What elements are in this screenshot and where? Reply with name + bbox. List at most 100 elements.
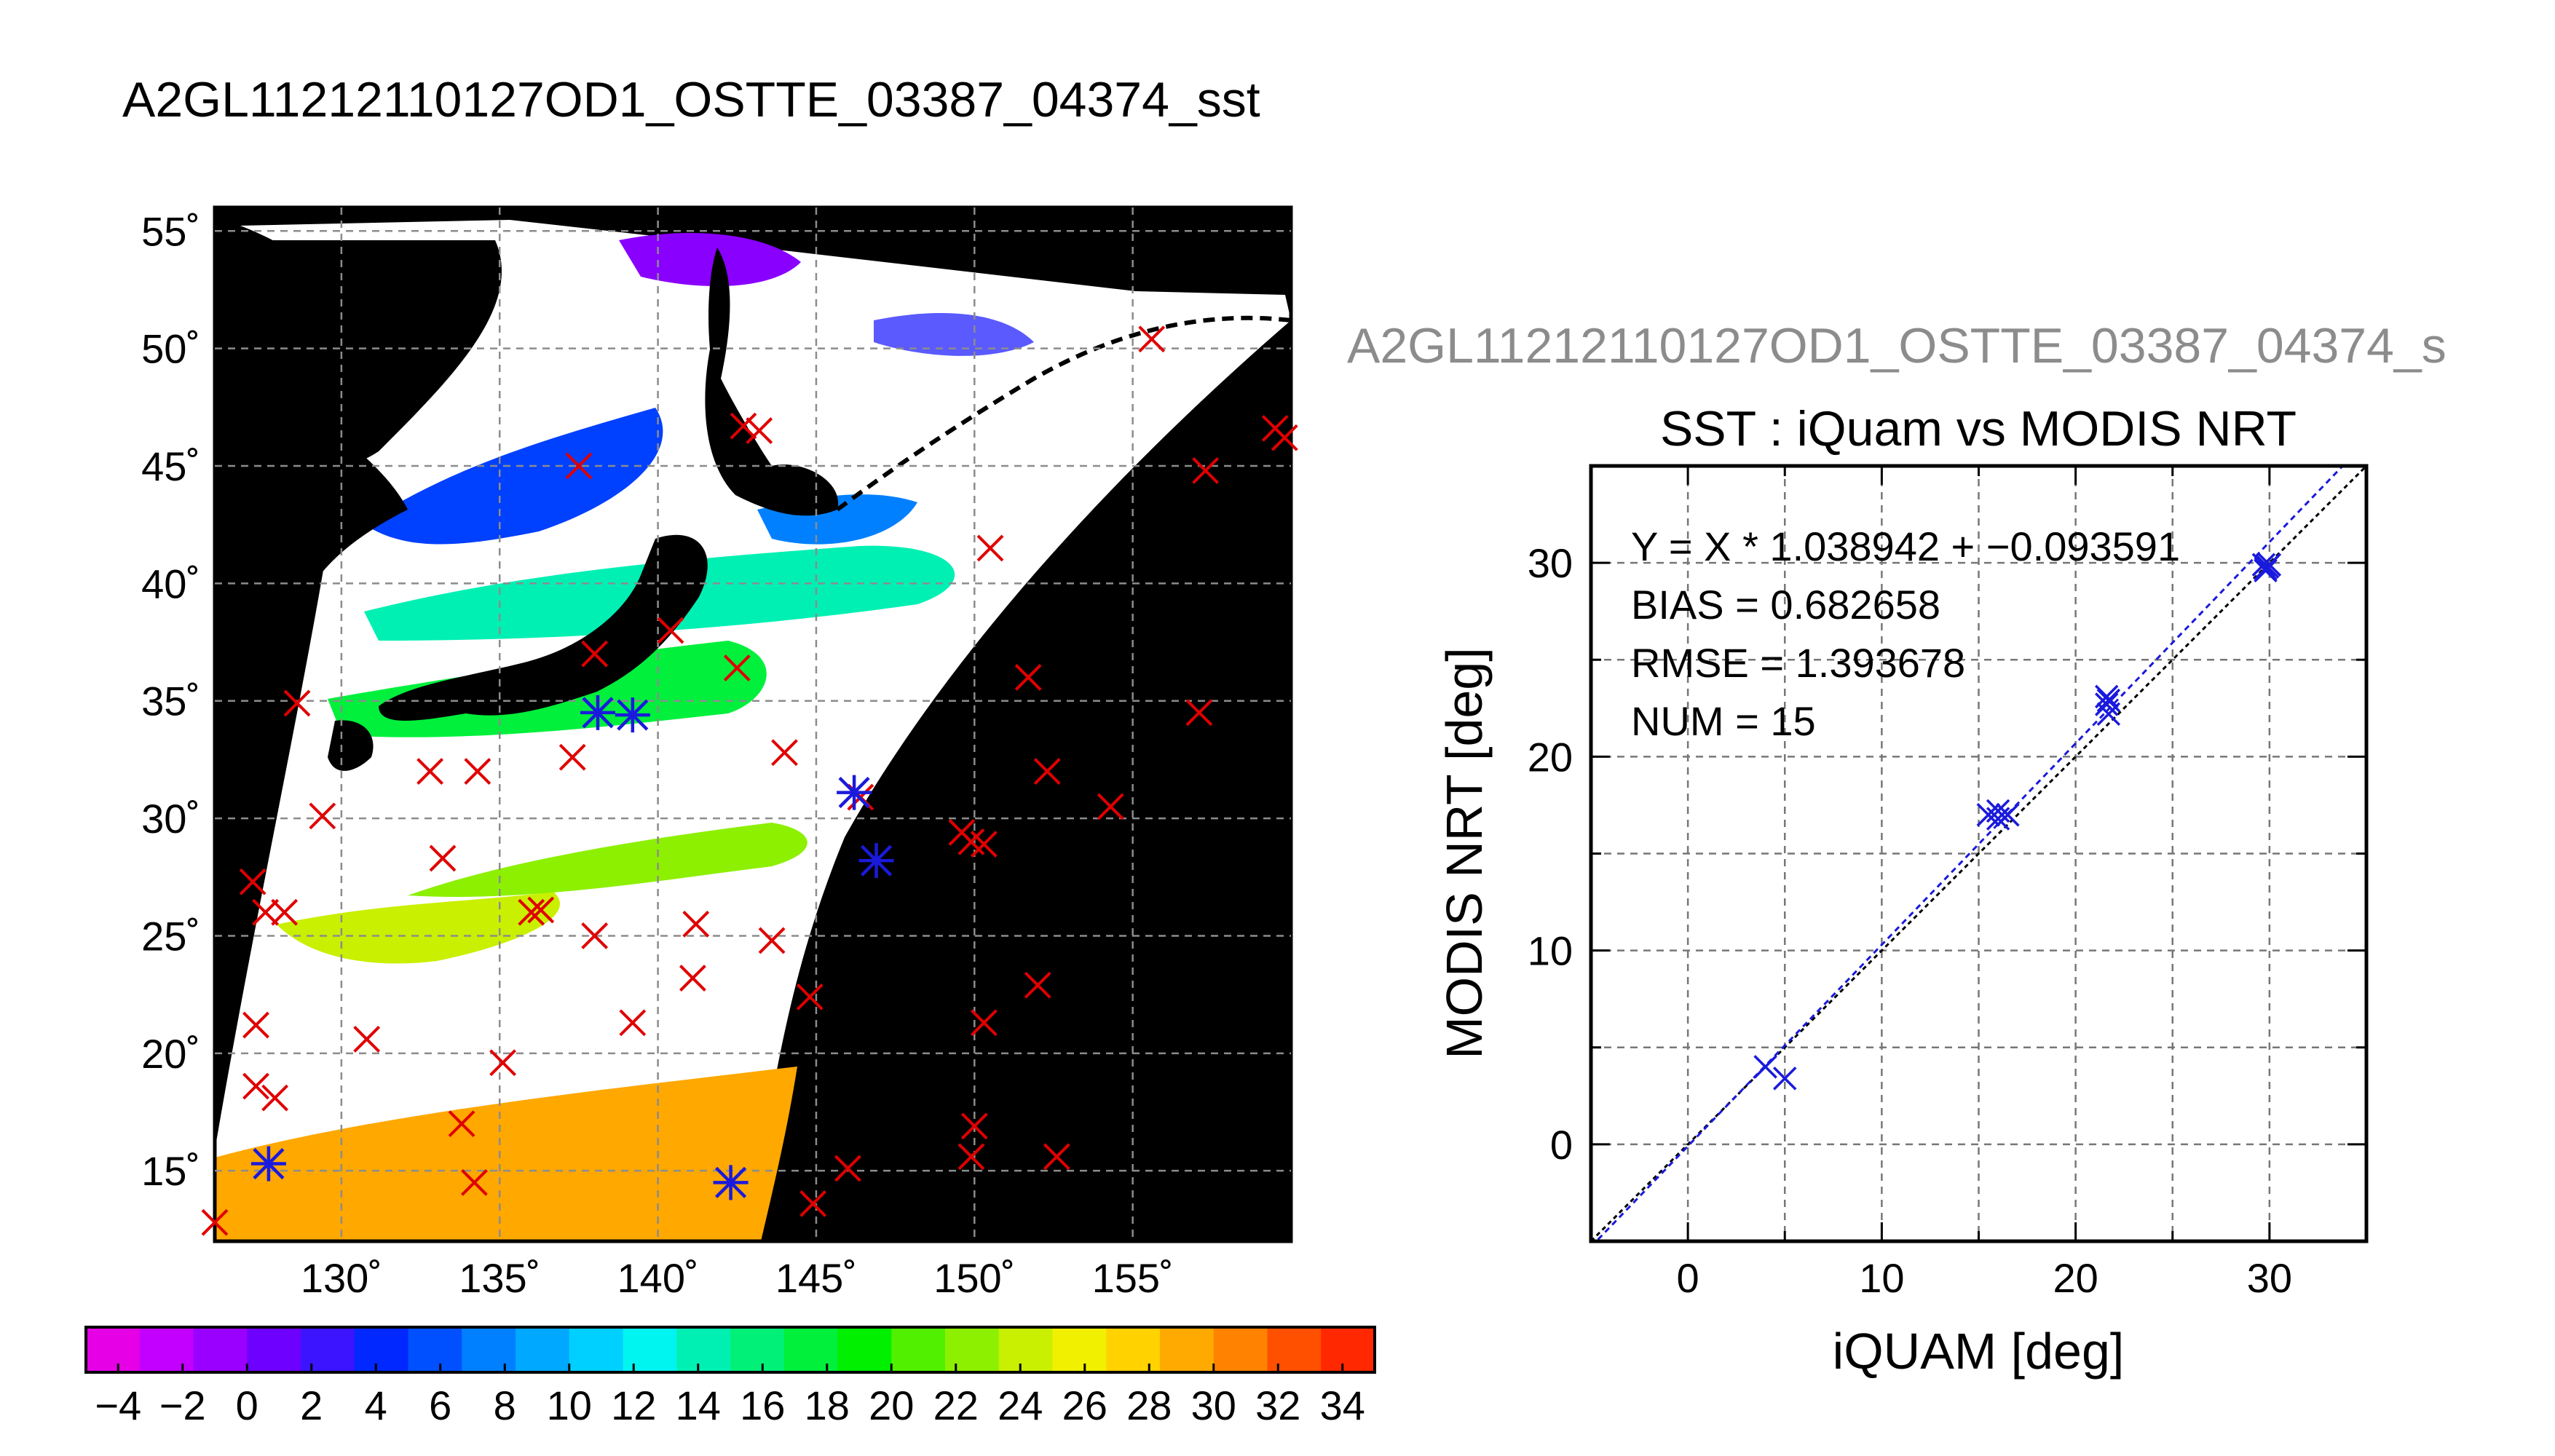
colorbar-tick-label: 6 (429, 1382, 451, 1428)
scatter-x-tick-label: 10 (1859, 1255, 1904, 1301)
colorbar-cell (1267, 1327, 1322, 1372)
colorbar-tick-label: 8 (494, 1382, 516, 1428)
map-station-marker (834, 1155, 861, 1182)
colorbar-tick-label: 26 (1062, 1382, 1107, 1428)
scatter-point (2254, 558, 2278, 583)
map-station-marker (771, 739, 798, 767)
map-station-marker (796, 983, 824, 1010)
map-lat-tick-labels: 55˚ 50˚ 45˚ 40˚ 35˚ 30˚ 25˚ 20˚ 15˚ (141, 208, 200, 1194)
colorbar: −4 −2 0 2 4 6 8 10 12 14 16 18 20 22 24 26 28 30 32 34 (84, 1326, 1376, 1428)
colorbar-cells (86, 1327, 1375, 1372)
map-station-marker (527, 896, 555, 924)
sst-band-warm (215, 1067, 797, 1241)
colorbar-cell (1160, 1327, 1215, 1372)
map-station-marker (970, 1009, 998, 1037)
colorbar-tick-label: 20 (869, 1382, 914, 1428)
colorbar-cell (1213, 1327, 1268, 1372)
map-station-marker (682, 910, 710, 938)
colorbar-cell (1052, 1327, 1107, 1372)
map-station-marker (461, 1168, 488, 1196)
scatter-x-tick-labels: 0 10 20 30 (1677, 1255, 2292, 1301)
colorbar-cell (516, 1327, 570, 1372)
colorbar-tick-label: −2 (159, 1382, 206, 1428)
colorbar-tick-label: 28 (1126, 1382, 1172, 1428)
scatter-x-tick-label: 0 (1677, 1255, 1699, 1301)
honshu (379, 534, 708, 721)
colorbar-cell (301, 1327, 355, 1372)
map-station-marker (960, 1112, 988, 1140)
map-station-marker (957, 1143, 985, 1171)
map-lat-tick-label: 55˚ (141, 208, 200, 254)
colorbar-tick-label: 16 (740, 1382, 785, 1428)
scatter-y-tick-label: 10 (1528, 928, 1573, 974)
colorbar-tick-label: −4 (95, 1382, 141, 1428)
map-lon-tick-label: 135˚ (459, 1255, 540, 1301)
scatter-y-tick-label: 0 (1550, 1122, 1573, 1168)
map-station-marker (518, 898, 545, 926)
colorbar-cell (623, 1327, 677, 1372)
map-station-marker (1192, 457, 1220, 484)
scatter-y-axis-label: MODIS NRT [deg] (1436, 647, 1493, 1059)
sst-band-blue (364, 408, 663, 545)
kyushu (328, 720, 374, 771)
map-station-marker (970, 831, 998, 858)
northeast-asia-land (233, 240, 502, 466)
colorbar-cell (1321, 1327, 1375, 1372)
sst-band-periwinkle (874, 313, 1034, 356)
scatter-y-tick-label: 30 (1528, 540, 1573, 586)
sst-band-violet (619, 233, 801, 287)
map-station-marker (252, 898, 279, 926)
map-station-marker (723, 654, 751, 681)
map-lon-tick-labels: 130˚ 135˚ 140˚ 145˚ 150˚ 155˚ (301, 1255, 1174, 1301)
map-station-marker (1097, 793, 1124, 820)
map-match-marker (580, 695, 615, 730)
hokkaido-sakhalin (705, 248, 839, 516)
scatter-tick-marks (1590, 464, 2368, 1243)
colorbar-tick-label: 14 (676, 1382, 721, 1428)
scatter-point (2251, 553, 2276, 577)
map-station-marker (619, 1009, 647, 1037)
map-station-marker (271, 898, 299, 926)
map-match-marker (615, 697, 650, 733)
map-station-marker (309, 802, 336, 830)
map-lat-tick-label: 15˚ (141, 1148, 200, 1194)
scatter-x-axis-label: iQUAM [deg] (1833, 1323, 2125, 1380)
colorbar-cell (945, 1327, 1000, 1372)
scatter-y-tick-labels: 0 10 20 30 (1528, 540, 1573, 1168)
map-station-marker (1033, 758, 1061, 785)
map-station-marker (201, 1208, 229, 1236)
map-station-marker (1138, 325, 1166, 353)
colorbar-cell (408, 1327, 462, 1372)
map-lon-tick-label: 145˚ (775, 1255, 857, 1301)
colorbar-tick-label: 22 (933, 1382, 979, 1428)
map-station-marker (799, 1190, 827, 1217)
map-station-marker (565, 452, 593, 480)
map-station-marker (464, 758, 491, 785)
map-match-marker (858, 843, 894, 879)
colorbar-tick-label: 4 (365, 1382, 387, 1428)
colorbar-tick-label: 34 (1320, 1382, 1365, 1428)
colorbar-tick-label: 24 (998, 1382, 1043, 1428)
identity-line (1591, 466, 2366, 1241)
stats-num: NUM = 15 (1631, 698, 1816, 744)
stats-bias: BIAS = 0.682658 (1631, 582, 1940, 628)
map-lon-tick-label: 140˚ (617, 1255, 699, 1301)
map-station-marker (429, 844, 457, 872)
map-station-marker (1014, 664, 1042, 691)
scatter-point (1986, 807, 2010, 831)
map-lat-tick-label: 25˚ (141, 913, 200, 959)
sst-band-yellowgreen (277, 892, 561, 964)
scatter-point (2257, 553, 2282, 577)
colorbar-tick-label: 32 (1255, 1382, 1300, 1428)
map-station-marker (242, 1072, 269, 1100)
colorbar-tick-label: 18 (805, 1382, 850, 1428)
colorbar-cell (354, 1327, 409, 1372)
map-station-marker (679, 965, 706, 992)
map-station-marker (489, 1049, 516, 1077)
map-station-marker (581, 640, 609, 668)
map-lat-tick-label: 40˚ (141, 561, 200, 606)
map-title: A2GL11212110127OD1_OSTTE_03387_04374_sst (122, 72, 1260, 127)
colorbar-cell (86, 1327, 141, 1372)
scatter-point (2096, 688, 2121, 713)
